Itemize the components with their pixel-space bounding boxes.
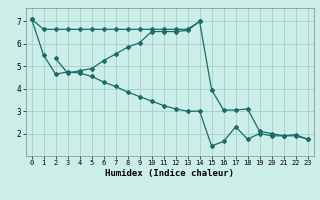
- X-axis label: Humidex (Indice chaleur): Humidex (Indice chaleur): [105, 169, 234, 178]
